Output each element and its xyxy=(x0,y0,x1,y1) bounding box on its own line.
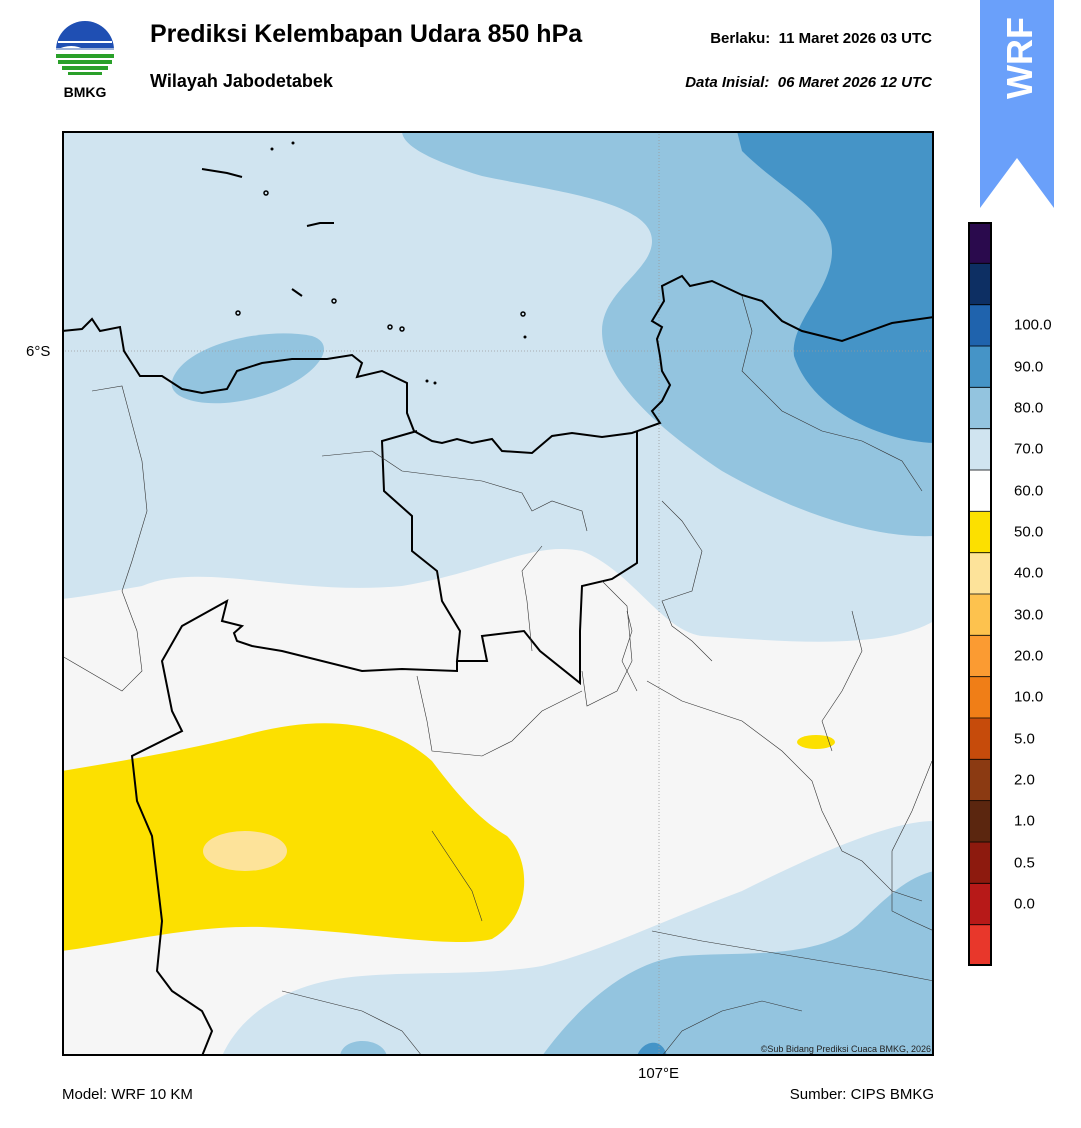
colorbar-swatch xyxy=(968,263,992,306)
init-value: 06 Maret 2026 12 UTC xyxy=(777,74,932,91)
colorbar-swatch xyxy=(968,346,992,388)
valid-label: Berlaku: xyxy=(710,30,771,47)
colorbar-swatch xyxy=(968,718,992,760)
humidity-map xyxy=(62,131,934,1056)
colorbar-swatch xyxy=(968,387,992,430)
colorbar-swatch xyxy=(968,676,992,719)
init-label: Data Inisial: xyxy=(685,74,770,91)
rh-20-30-southwest xyxy=(203,831,287,871)
rh-60-70-south-small xyxy=(340,1041,387,1056)
rh-70-80-south xyxy=(637,1042,667,1056)
page-title: Prediksi Kelembapan Udara 850 hPa xyxy=(150,20,583,48)
colorbar-tick-label: 60.0 xyxy=(1014,482,1044,500)
rh-30-40-southwest xyxy=(62,723,525,951)
valid-time: Berlaku: 11 Maret 2026 03 UTC xyxy=(710,30,932,47)
colorbar-swatch xyxy=(968,594,992,636)
island xyxy=(201,168,243,178)
rh-60-70-northeast xyxy=(402,131,934,537)
colorbar-swatch xyxy=(968,635,992,678)
regency-boundaries xyxy=(62,295,934,1056)
colorbar-swatch xyxy=(968,800,992,843)
colorbar-swatch xyxy=(968,428,992,471)
colorbar-swatch xyxy=(968,924,992,966)
colorbar-labels: 0.0 0.5 1.0 2.0 5.0 10.0 20.0 30.0 40.0 50.0 60.0 7… xyxy=(1014,222,1074,966)
rh-70-80-northeast xyxy=(737,131,934,443)
bmkg-logo-icon xyxy=(56,21,114,75)
colorbar-tick-label: 90.0 xyxy=(1014,358,1044,376)
colorbar-swatch xyxy=(968,511,992,554)
colorbar-tick-label: 40.0 xyxy=(1014,564,1044,582)
colorbar-swatch xyxy=(968,304,992,347)
province-boundary xyxy=(380,430,638,686)
page-subtitle: Wilayah Jabodetabek xyxy=(150,71,333,91)
colorbar-tick-label: 20.0 xyxy=(1014,647,1044,665)
longitude-label: 107°E xyxy=(638,1065,680,1082)
colorbar-swatch xyxy=(968,883,992,926)
island xyxy=(306,222,334,227)
colorbar-tick-label: 1.0 xyxy=(1014,812,1035,830)
island xyxy=(291,288,303,297)
logo-text: BMKG xyxy=(63,84,107,100)
wrf-badge-text: WRF xyxy=(999,17,1040,99)
colorbar-tick-label: 80.0 xyxy=(1014,399,1044,417)
valid-value: 11 Maret 2026 03 UTC xyxy=(778,30,932,47)
colorbar-swatch xyxy=(968,552,992,595)
colorbar-tick-label: 0.0 xyxy=(1014,895,1035,913)
colorbar xyxy=(968,222,992,966)
colorbar-tick-label: 70.0 xyxy=(1014,440,1044,458)
init-time: Data Inisial: 06 Maret 2026 12 UTC xyxy=(685,74,932,91)
colorbar-tick-label: 10.0 xyxy=(1014,688,1044,706)
model-label: Model: WRF 10 KM xyxy=(62,1086,193,1103)
colorbar-swatch xyxy=(968,470,992,512)
colorbar-tick-label: 100.0 xyxy=(1014,316,1052,334)
colorbar-border xyxy=(968,222,992,966)
map-credit: ©Sub Bidang Prediksi Cuaca BMKG, 2026 xyxy=(760,1044,931,1054)
latitude-label: 6°S xyxy=(26,343,51,360)
rh-60-70-south xyxy=(542,871,934,1056)
province-boundary xyxy=(130,599,458,1056)
colorbar-tick-label: 30.0 xyxy=(1014,606,1044,624)
source-label: Sumber: CIPS BMKG xyxy=(789,1086,934,1103)
colorbar-tick-label: 0.5 xyxy=(1014,854,1035,872)
coastline xyxy=(62,274,934,455)
colorbar-tick-label: 5.0 xyxy=(1014,730,1035,748)
rh-30-40-east xyxy=(797,735,835,749)
colorbar-swatch xyxy=(968,759,992,802)
colorbar-swatch xyxy=(968,222,992,264)
colorbar-tick-label: 2.0 xyxy=(1014,771,1035,789)
colorbar-swatch xyxy=(968,842,992,884)
colorbar-tick-label: 50.0 xyxy=(1014,523,1044,541)
wrf-badge: WRF xyxy=(980,0,1054,208)
